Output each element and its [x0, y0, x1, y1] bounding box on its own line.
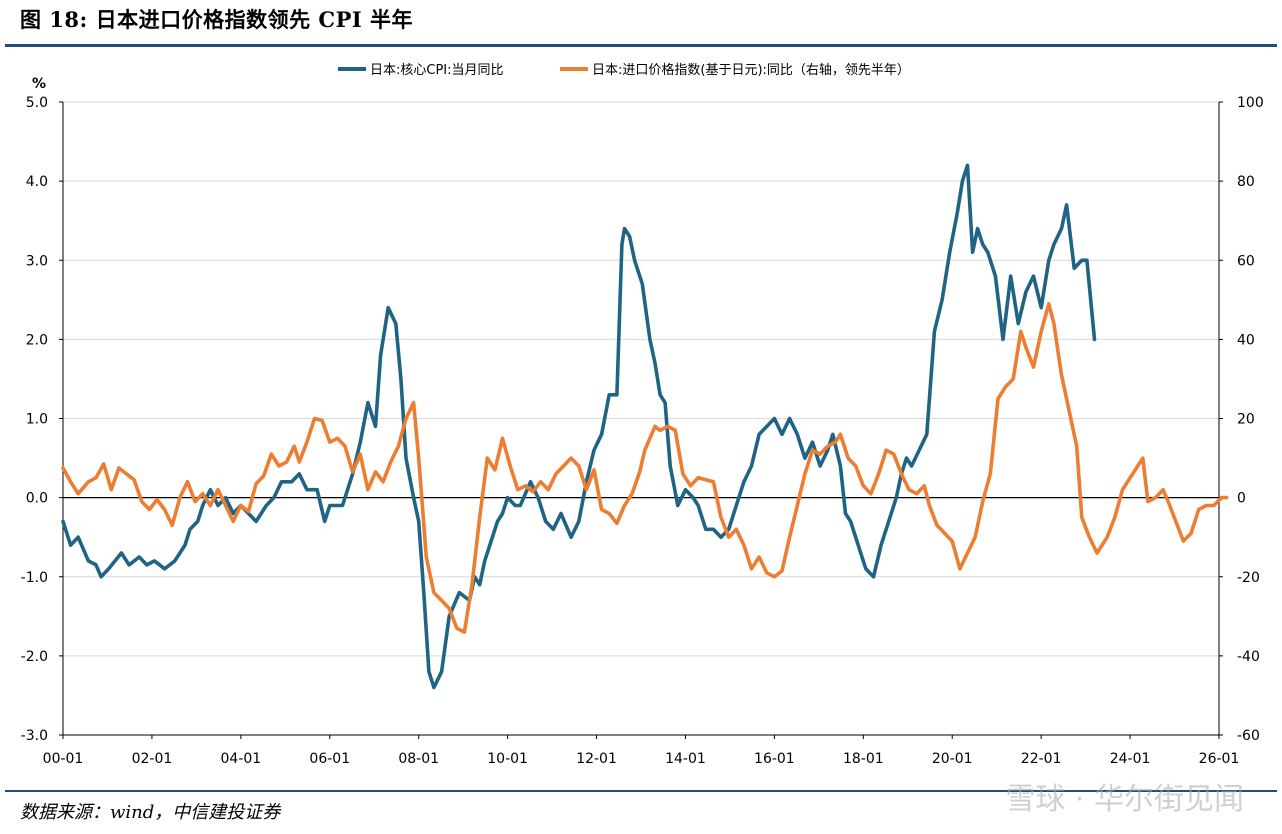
y-right-tick-label: -20 [1237, 570, 1260, 586]
x-tick-label: 24-01 [1110, 751, 1151, 767]
y-right-tick-label: -60 [1237, 728, 1260, 744]
y-left-tick-label: 5.0 [26, 95, 48, 111]
y-right-tick-label: 20 [1237, 412, 1255, 428]
y-right-tick-label: -40 [1237, 649, 1260, 665]
x-tick-label: 10-01 [487, 751, 528, 767]
y-left-tick-label: -3.0 [21, 728, 48, 744]
top-rule [5, 44, 1277, 47]
series-line-core-cpi [61, 163, 1097, 690]
x-tick-label: 12-01 [576, 751, 617, 767]
y-right-tick-label: 40 [1237, 332, 1255, 348]
x-tick-label: 04-01 [221, 751, 262, 767]
y-right-tick-label: 100 [1237, 95, 1264, 111]
x-tick-label: 06-01 [309, 751, 350, 767]
y-right-tick-label: 0 [1237, 491, 1246, 507]
line-chart: 5.0 4.0 3.0 2.0 1.0 0.0 -1.0 -2.0 -3.0 100 80 60 40 2… [21, 62, 1264, 767]
y-left-tick-label: 4.0 [26, 174, 48, 190]
legend-label: 日本:核心CPI:当月同比 [370, 63, 504, 78]
legend-label: 日本:进口价格指数(基于日元):同比（右轴，领先半年） [592, 62, 910, 78]
x-tick-label: 16-01 [754, 751, 795, 767]
x-tick-label: 18-01 [843, 751, 884, 767]
x-tick-label: 20-01 [932, 751, 973, 767]
watermark: 雪球 · 华尔街见闻 [1005, 782, 1244, 817]
y-left-tick-label: 1.0 [26, 412, 48, 428]
x-tick-label: 26-01 [1199, 751, 1240, 767]
x-tick-label: 02-01 [132, 751, 173, 767]
x-tick-label: 08-01 [398, 751, 439, 767]
y-right-tick-label: 80 [1237, 174, 1255, 190]
series-line-import-price [61, 302, 1229, 634]
y-unit-label: % [32, 76, 46, 92]
y-left-tick-label: -1.0 [21, 570, 48, 586]
x-tick-label: 14-01 [665, 751, 706, 767]
figure-title: 图 18: 日本进口价格指数领先 CPI 半年 [20, 7, 414, 32]
y-right-tick-label: 60 [1237, 253, 1255, 269]
x-tick-label: 00-01 [43, 751, 84, 767]
y-left-tick-label: 3.0 [26, 253, 48, 269]
source-note: 数据来源：wind，中信建投证券 [20, 802, 281, 823]
y-left-tick-label: -2.0 [21, 649, 48, 665]
bottom-rule [5, 790, 1277, 792]
y-left-tick-label: 0.0 [26, 491, 48, 507]
x-tick-label: 22-01 [1021, 751, 1062, 767]
y-left-tick-label: 2.0 [26, 332, 48, 348]
